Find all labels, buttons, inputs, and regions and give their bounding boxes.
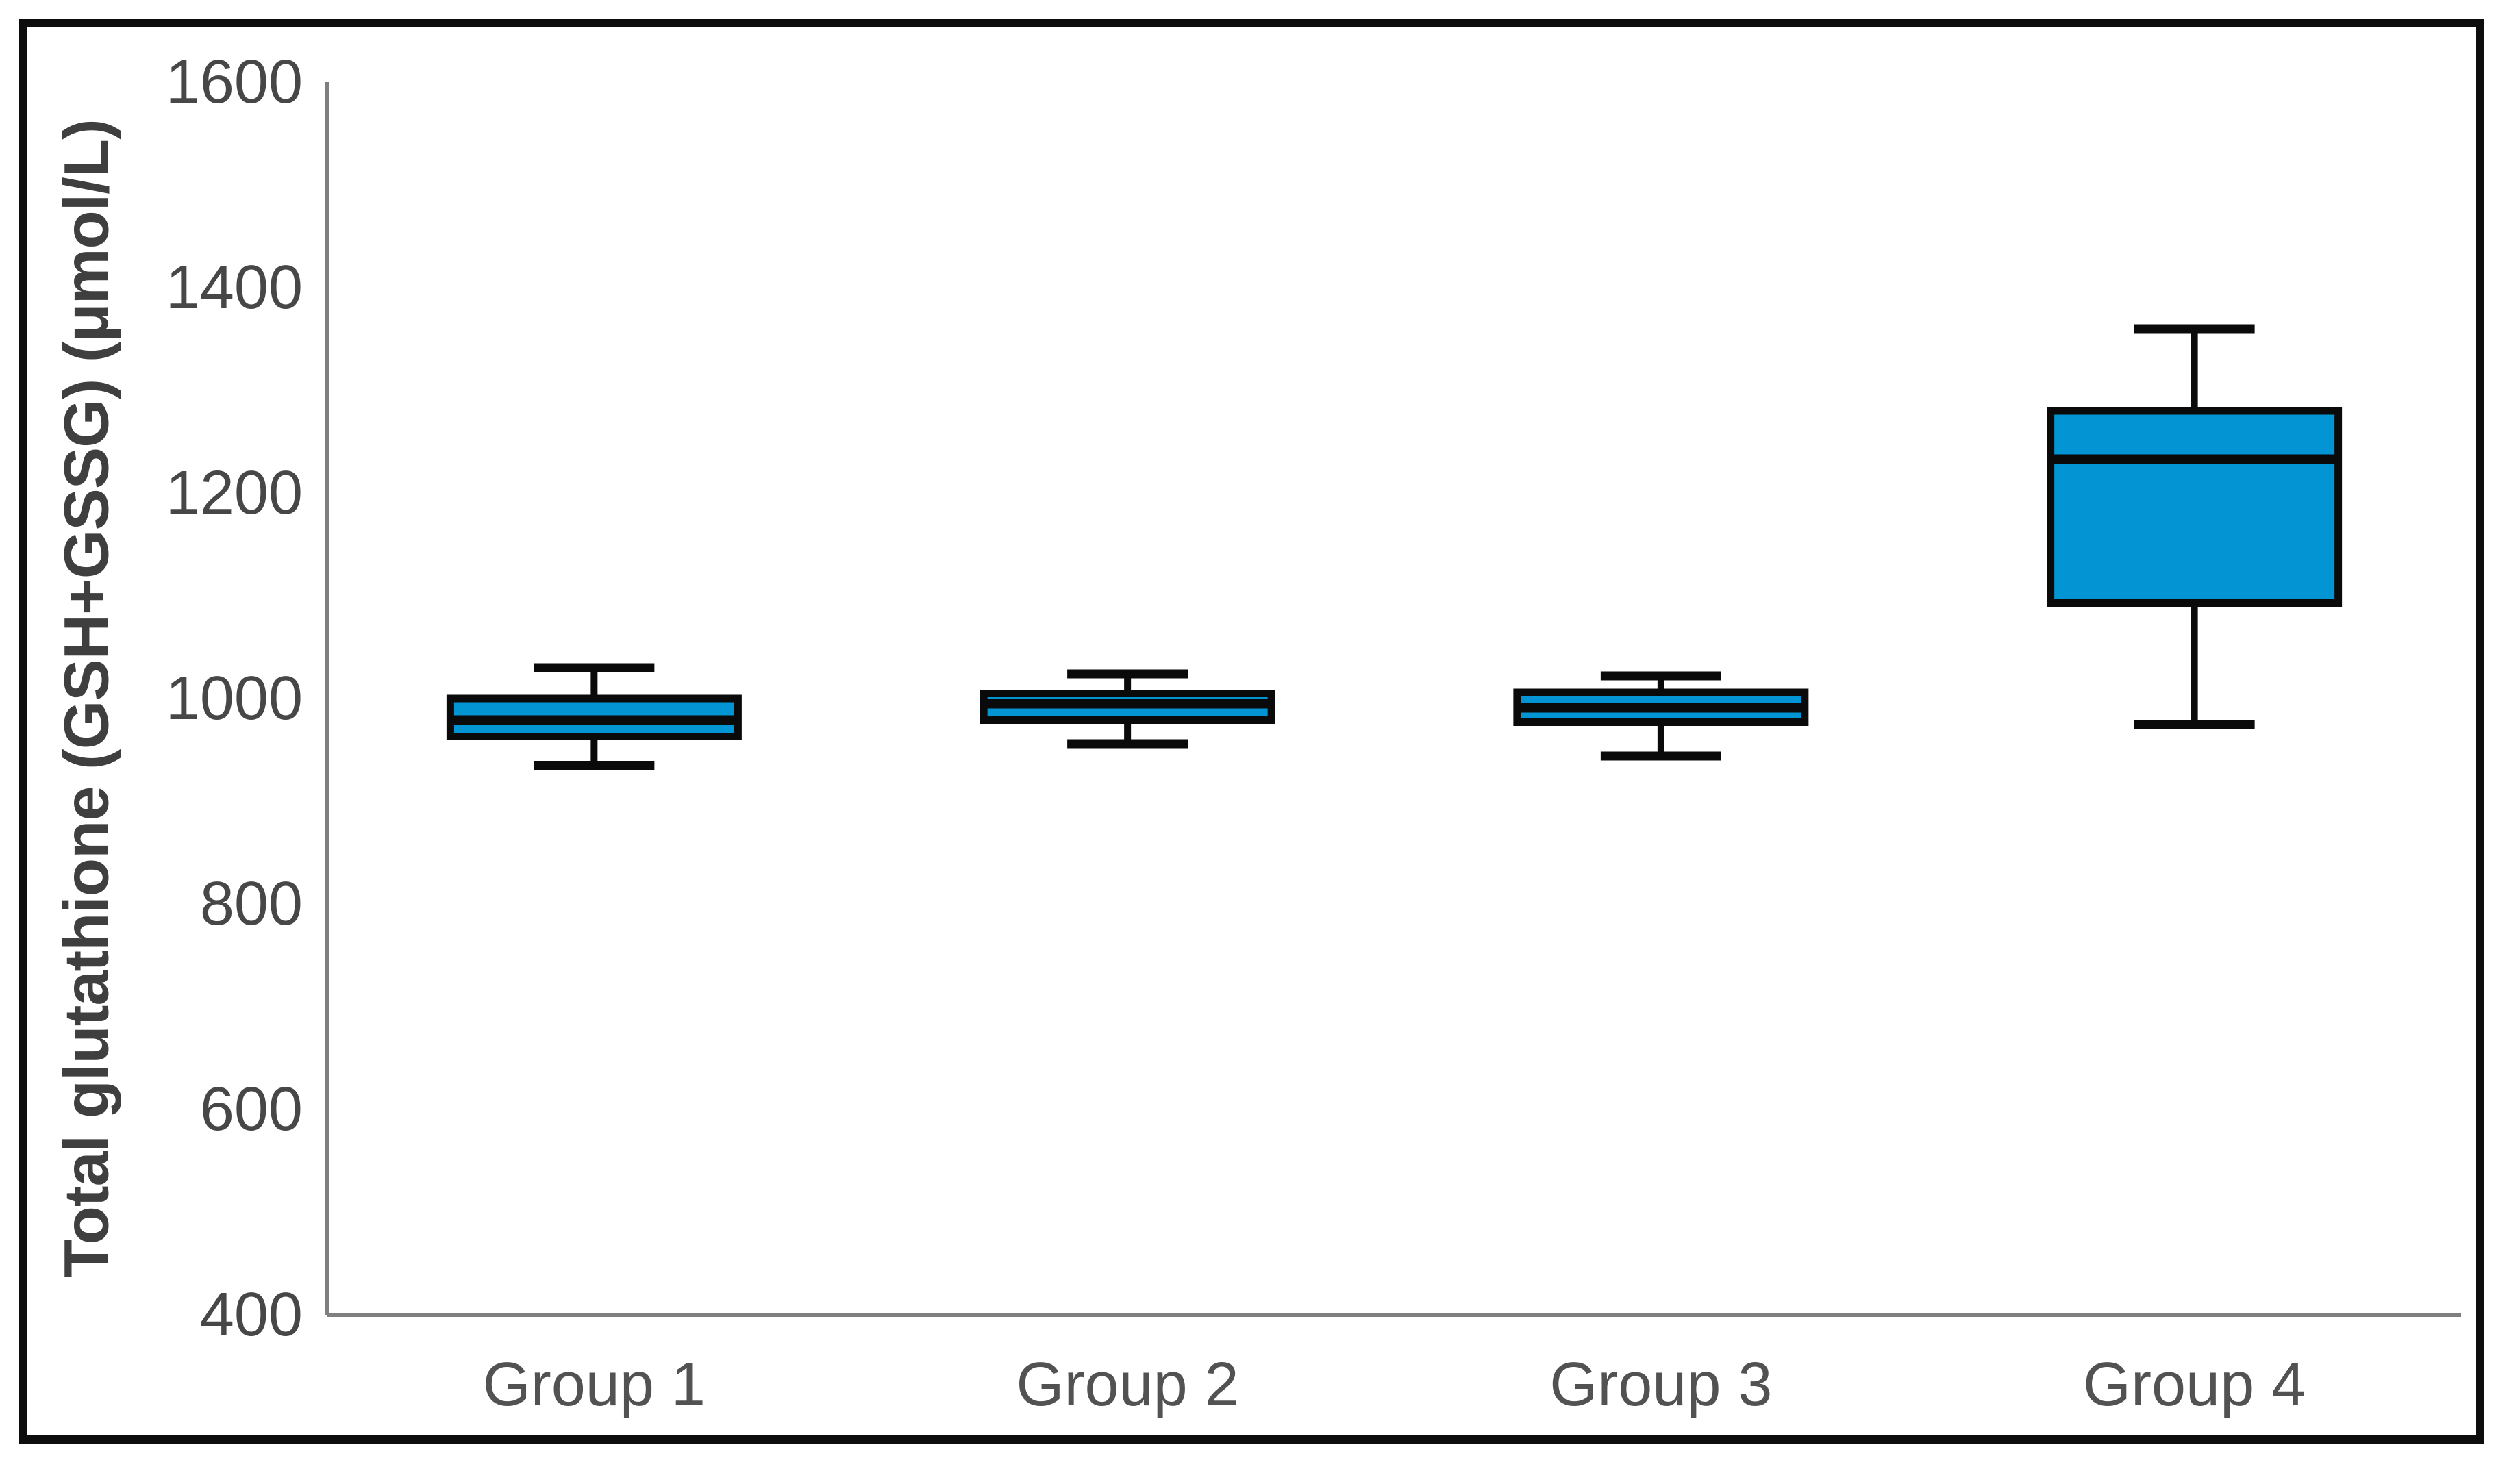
x-category-label-2: Group 2 bbox=[1016, 1350, 1239, 1419]
y-tick-label-1600: 1600 bbox=[165, 48, 303, 116]
y-tick-label-1400: 1400 bbox=[165, 253, 303, 322]
x-category-label-1: Group 1 bbox=[482, 1350, 706, 1419]
figure-border bbox=[19, 19, 2484, 1444]
y-tick-label-400: 400 bbox=[199, 1281, 303, 1349]
y-tick-label-600: 600 bbox=[199, 1075, 303, 1144]
y-tick-label-1200: 1200 bbox=[165, 459, 303, 527]
box-rect-group-4 bbox=[2047, 407, 2343, 607]
y-tick-label-800: 800 bbox=[199, 870, 303, 938]
x-category-label-3: Group 3 bbox=[1549, 1350, 1773, 1419]
y-tick-label-1000: 1000 bbox=[165, 664, 303, 733]
x-category-label-4: Group 4 bbox=[2083, 1350, 2306, 1419]
